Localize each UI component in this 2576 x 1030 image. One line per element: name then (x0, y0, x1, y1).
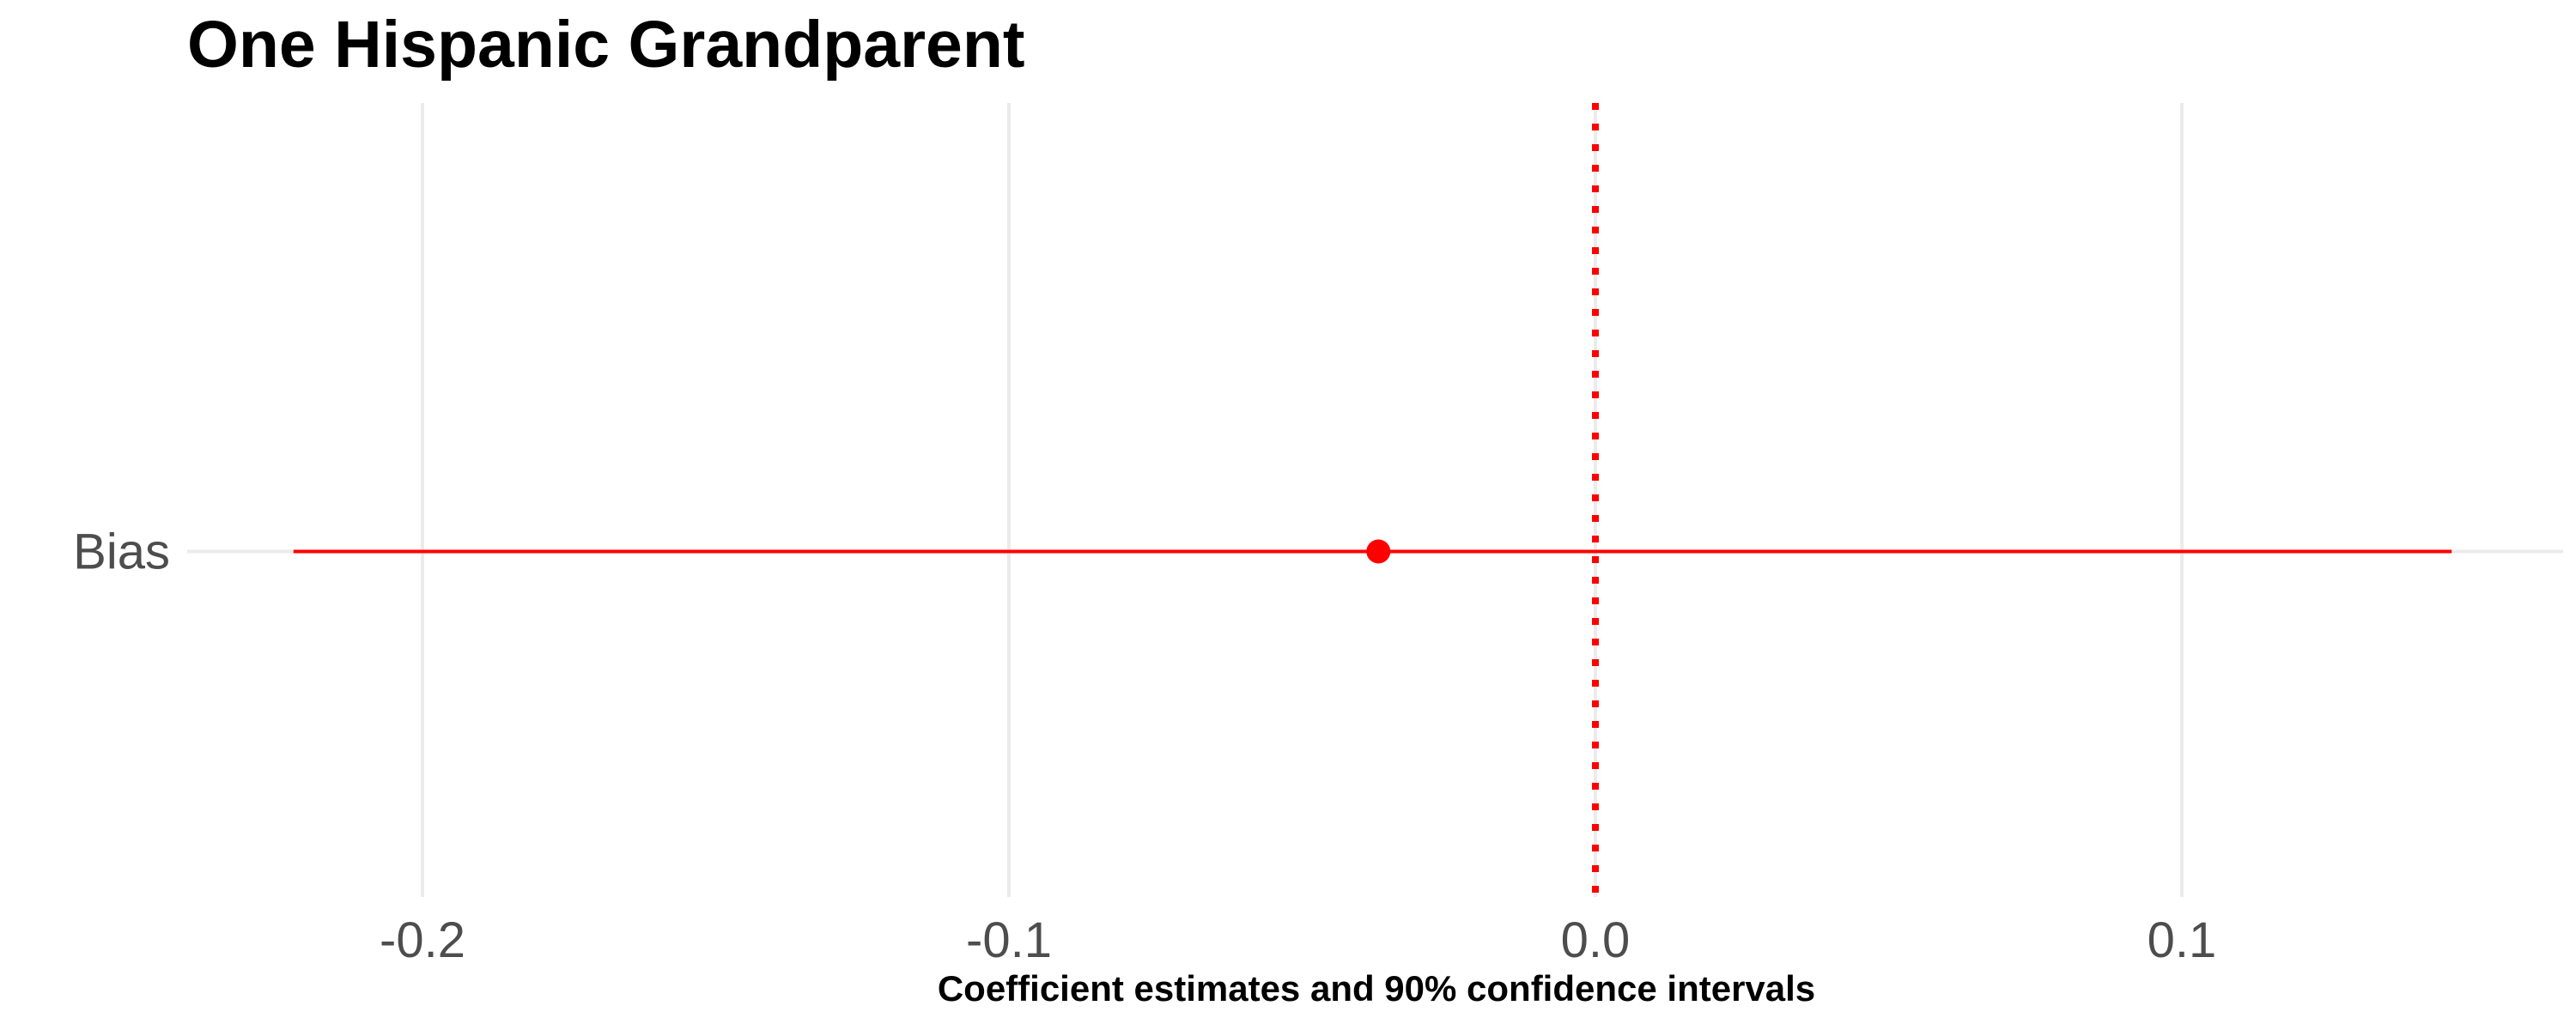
x-tick-label: 0.0 (1561, 912, 1631, 968)
x-tick-label: -0.1 (966, 912, 1052, 968)
y-tick-label: Bias (73, 524, 170, 580)
x-axis-label: Coefficient estimates and 90% confidence… (938, 968, 1815, 1009)
x-tick-label: 0.1 (2148, 912, 2217, 968)
estimates-layer (293, 539, 2452, 564)
x-tick-label: -0.2 (380, 912, 465, 968)
y-tick-labels: Bias (73, 524, 170, 580)
grid-layer (187, 103, 2563, 897)
chart-title: One Hispanic Grandparent (187, 8, 1025, 82)
point-estimate (1366, 539, 1391, 564)
x-tick-labels: -0.2 -0.1 0.0 0.1 (380, 912, 2216, 968)
